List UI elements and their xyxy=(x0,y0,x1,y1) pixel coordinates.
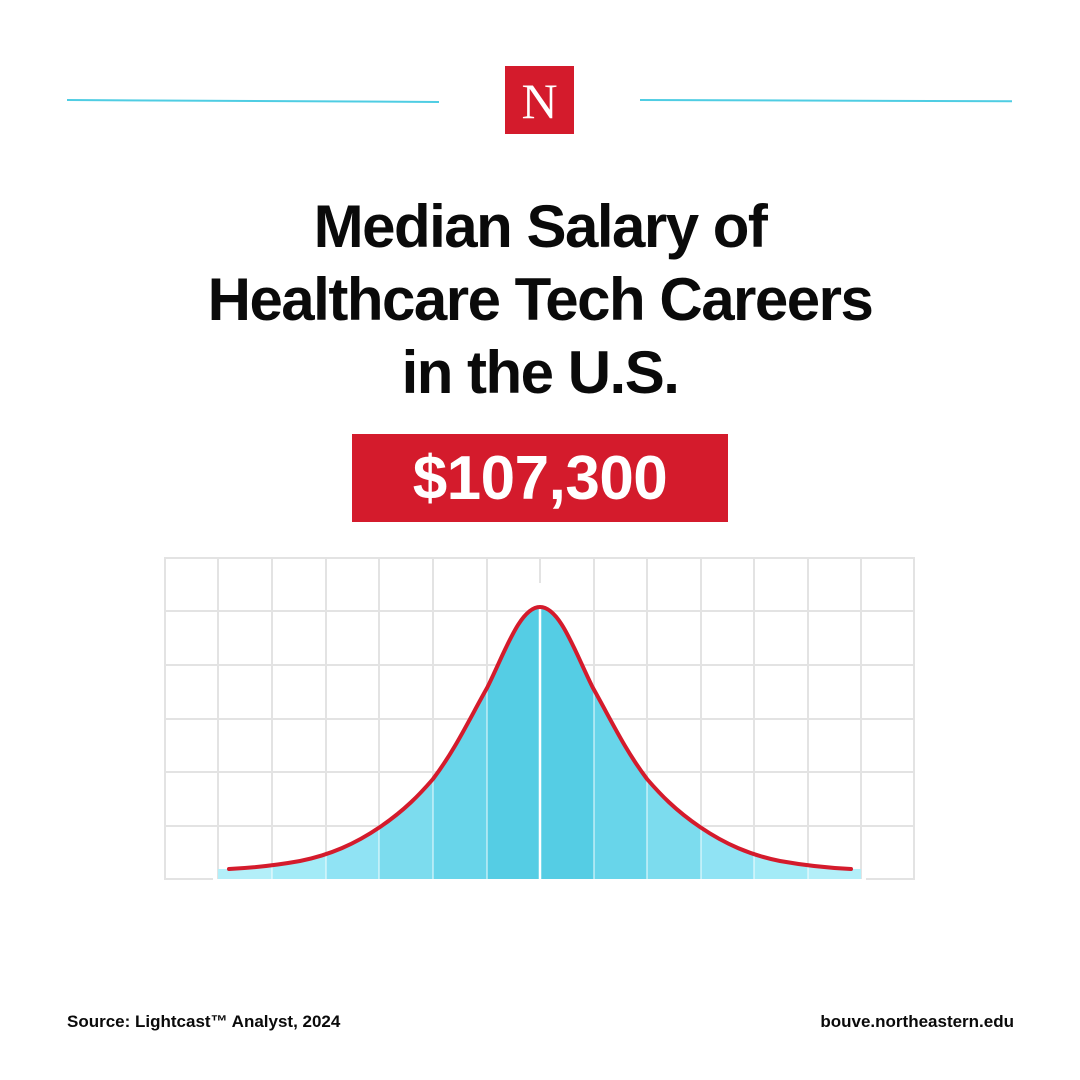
northeastern-logo: N xyxy=(505,66,574,134)
title-line-1: Median Salary of xyxy=(313,193,768,260)
website-link[interactable]: bouve.northeastern.edu xyxy=(820,1012,1014,1031)
decorative-rule-left xyxy=(66,99,440,103)
title-line-3: in the U.S. xyxy=(401,339,680,406)
chart-bands xyxy=(218,607,861,879)
decorative-rule-right xyxy=(639,99,1013,103)
median-salary-value: $107,300 xyxy=(412,443,668,513)
median-salary-badge: $107,300 xyxy=(352,434,728,522)
logo-letter: N xyxy=(521,73,558,129)
source-citation: Source: Lightcast™ Analyst, 2024 xyxy=(67,1012,341,1031)
page-title: Median Salary of Healthcare Tech Careers… xyxy=(0,190,1080,409)
bell-curve-line xyxy=(227,604,853,871)
chart-grid xyxy=(164,557,915,880)
title-line-2: Healthcare Tech Careers xyxy=(207,266,874,333)
